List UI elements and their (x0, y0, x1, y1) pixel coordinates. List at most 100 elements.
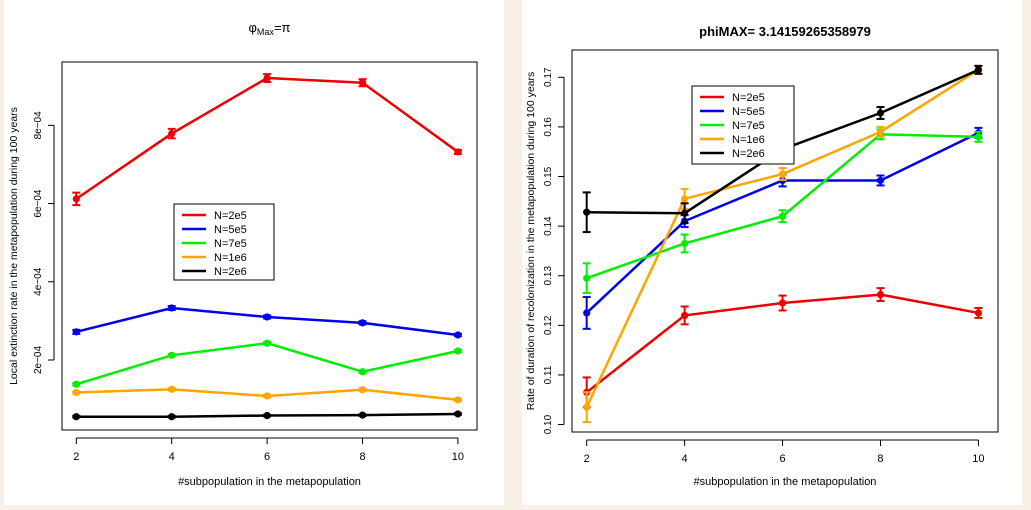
data-point (168, 129, 176, 138)
legend-label: N=5e5 (214, 224, 247, 236)
series-N=7e5 (72, 339, 462, 388)
data-point (681, 239, 689, 248)
series-N=2e6 (72, 410, 462, 421)
data-point (454, 410, 462, 418)
data-point (263, 74, 271, 82)
series-line (75, 341, 459, 386)
y-tick-label: 0.10 (543, 414, 554, 434)
data-point (168, 304, 176, 312)
data-point (358, 368, 367, 376)
series-line (75, 76, 459, 200)
series-line (76, 306, 459, 337)
title-tail: =π (274, 20, 291, 35)
title-main: φ (248, 20, 256, 35)
data-point (583, 309, 591, 317)
series-N=1e6 (72, 385, 462, 404)
x-tick-label: 4 (169, 451, 175, 463)
data-point (358, 79, 367, 87)
y-tick-label: 2e−04 (33, 346, 44, 375)
data-point (454, 347, 462, 355)
y-axis-label: Local extinction rate in the metapopulat… (8, 107, 20, 385)
legend: N=2e5 N=5e5 N=7e5 N=1e6 N=2e6 (173, 203, 275, 281)
data-point (583, 208, 591, 216)
data-point (583, 403, 591, 411)
data-point (454, 396, 462, 404)
y-tick-label: 0.11 (543, 365, 554, 384)
data-point (263, 339, 271, 347)
y-axis-label: Rate of duration of recolonization in th… (525, 72, 537, 411)
chart-title: phiMAX= 3.14159265358979 (699, 24, 871, 39)
series-N=5e5 (72, 304, 462, 339)
data-point (72, 413, 80, 421)
legend-label: N=2e5 (214, 210, 247, 222)
data-point (778, 299, 787, 307)
x-tick-label: 6 (264, 451, 270, 463)
chart-title: φMax=π (248, 20, 290, 37)
data-point (681, 209, 689, 217)
x-axis-label: #subpopulation in the metapopulation (694, 476, 877, 488)
legend-label: N=1e6 (214, 252, 247, 264)
series-N=2e5 (72, 73, 462, 207)
legend-label: N=5e5 (732, 106, 765, 118)
y-tick-label: 0.14 (543, 216, 554, 236)
legend-label: N=2e6 (732, 148, 765, 160)
y-tick-label: 0.15 (543, 166, 554, 186)
data-point (72, 195, 80, 203)
recolonization-chart: phiMAX= 3.14159265358979 2 4 6 8 10 #subpopula… (525, 24, 999, 488)
data-point (876, 290, 885, 299)
data-point (168, 413, 176, 421)
y-tick-label: 0.12 (543, 315, 554, 335)
plot-frame (571, 49, 999, 433)
data-point (778, 170, 787, 178)
legend: N=2e5 N=5e5 N=7e5 N=1e6 N=2e6 (691, 85, 795, 165)
x-tick-label: 2 (584, 453, 590, 465)
data-point (263, 411, 271, 420)
x-axis-label: #subpopulation in the metapopulation (178, 476, 361, 488)
data-point (876, 128, 885, 136)
data-point (778, 212, 787, 220)
legend-label: N=1e6 (732, 134, 765, 146)
title-subscript: Max (257, 27, 275, 37)
y-tick-label: 0.16 (543, 117, 554, 137)
y-tick-label: 8e−04 (33, 111, 44, 140)
x-tick-label: 8 (359, 451, 365, 463)
x-tick-label: 10 (972, 453, 984, 465)
data-point (583, 274, 591, 282)
x-tick-label: 8 (877, 453, 883, 465)
legend-label: N=2e6 (214, 266, 247, 278)
data-point (358, 386, 367, 394)
y-tick-label: 6e−04 (33, 189, 44, 218)
data-point (974, 133, 983, 141)
y-tick-label: 4e−04 (33, 267, 44, 296)
data-point (974, 309, 983, 317)
data-point (358, 319, 367, 327)
data-point (263, 313, 271, 321)
data-point (454, 148, 462, 156)
left-panel: φMax=π 2 4 6 8 10 #subpopulation in the metapo… (4, 0, 504, 505)
y-tick-label: 0.13 (543, 266, 554, 286)
x-tick-label: 2 (73, 451, 79, 463)
y-tick-label: 0.17 (543, 67, 554, 87)
legend-label: N=2e5 (732, 92, 765, 104)
x-tick-label: 4 (682, 453, 688, 465)
right-panel: phiMAX= 3.14159265358979 2 4 6 8 10 #subpopula… (522, 0, 1022, 505)
x-tick-label: 6 (779, 453, 785, 465)
data-point (876, 176, 885, 185)
x-tick-label: 10 (452, 451, 464, 463)
data-point (168, 351, 176, 359)
data-point (876, 109, 885, 117)
data-point (454, 331, 462, 339)
data-point (681, 195, 689, 203)
data-point (72, 380, 80, 388)
plot-frame (61, 61, 478, 431)
data-point (263, 392, 271, 400)
data-point (72, 388, 80, 397)
data-point (358, 411, 367, 419)
data-point (974, 66, 983, 74)
extinction-chart: φMax=π 2 4 6 8 10 #subpopulation in the metapo… (8, 20, 478, 488)
data-point (168, 385, 176, 393)
legend-label: N=7e5 (732, 120, 765, 132)
data-point (72, 328, 80, 336)
series-N=2e5 (582, 287, 983, 409)
legend-label: N=7e5 (214, 238, 247, 250)
